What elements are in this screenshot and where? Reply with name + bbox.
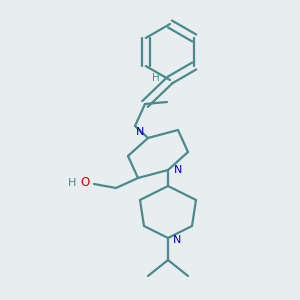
Text: O: O (80, 176, 90, 190)
Text: N: N (174, 165, 182, 175)
Text: H: H (152, 73, 160, 83)
Text: N: N (173, 235, 181, 245)
Text: N: N (136, 127, 144, 137)
Text: H: H (68, 178, 76, 188)
